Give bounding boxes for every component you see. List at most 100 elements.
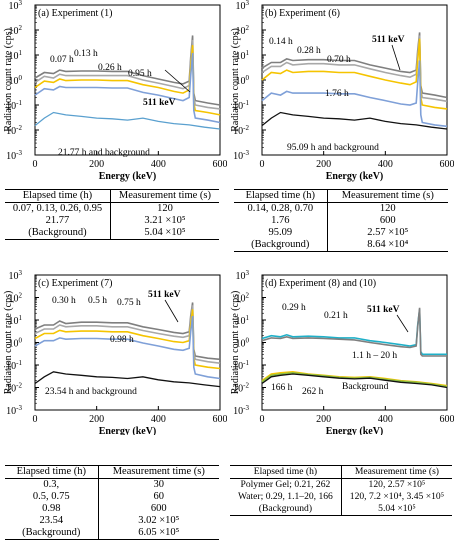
annotation-label: 23.54 h and background [45, 387, 137, 397]
y-tick-label: 103 [236, 0, 250, 12]
annotation-label: 0.98 h [110, 335, 134, 345]
peak-label: 511 keV [143, 98, 176, 108]
peak-label: 511 keV [367, 305, 400, 315]
y-axis-label: Radiation count rate (cps) [3, 291, 14, 395]
annotation-label: 0.75 h [117, 298, 141, 308]
y-tick-label: 10-3 [233, 149, 249, 162]
table-experiment-6: Elapsed time (h) Measurement time (s) 0.1… [234, 189, 448, 252]
annotation-label: 1.76 h [325, 89, 349, 99]
table-row: 1.76 600 [234, 215, 448, 227]
table-experiment-7: Elapsed time (h) Measurement time (s) 0.3… [5, 465, 219, 540]
table-header: Elapsed time (h) [234, 189, 328, 203]
panel-title: (d) Experiment (8) and (10) [265, 278, 376, 289]
leader-line [391, 44, 401, 71]
table-row: (Background) 5.04 ×10⁵ [230, 503, 452, 516]
table-header: Measurement time (s) [98, 465, 219, 479]
series-line [34, 52, 221, 124]
annotation-label: 0.26 h [98, 63, 122, 73]
x-tick-label: 0 [33, 414, 38, 425]
table-row: Water; 0.29, 1.1–20, 166 120, 7.2 ×10⁴, 3… [230, 491, 452, 503]
table-header: Measurement time (s) [110, 189, 219, 203]
series-line [34, 371, 221, 388]
x-axis-label: Energy (keV) [326, 426, 384, 435]
series-line [261, 60, 448, 128]
table-row: 0.3, 30 [5, 478, 219, 491]
x-tick-label: 200 [89, 159, 104, 170]
annotation-label: 0.30 h [52, 296, 76, 306]
x-tick-label: 0 [260, 414, 265, 425]
peak-label: 511 keV [372, 35, 405, 45]
table-row: (Background) 6.05 ×10⁵ [5, 527, 219, 540]
annotation-label: 0.95 h [128, 69, 152, 79]
table-row: (Background) 5.04 ×10⁵ [5, 227, 219, 240]
y-tick-label: 10-3 [233, 404, 249, 417]
x-tick-label: 200 [316, 414, 331, 425]
table-experiment-1: Elapsed time (h) Measurement time (s) 0.0… [5, 189, 219, 240]
annotation-label: 0.5 h [88, 296, 107, 306]
leader-line [164, 69, 191, 93]
y-axis-label: Radiation count rate (cps) [230, 28, 241, 132]
table-row: 0.14, 0.28, 0.70 120 [234, 202, 448, 215]
table-row: 21.77 3.21 ×10⁵ [5, 215, 219, 227]
annotation-label: 95.09 h and background [287, 143, 379, 153]
y-tick-label: 103 [9, 0, 23, 12]
y-tick-label: 10-3 [6, 404, 22, 417]
leader-line [396, 314, 409, 333]
annotation-label: 21.77 h and background [58, 148, 150, 158]
x-tick-label: 0 [260, 159, 265, 170]
y-tick-label: 103 [236, 270, 250, 282]
table-header: Elapsed time (h) [5, 465, 99, 479]
table-row: 0.98 600 [5, 503, 219, 515]
series-line [261, 373, 448, 389]
x-tick-label: 400 [151, 159, 166, 170]
annotation-label: 0.14 h [269, 37, 293, 47]
x-tick-label: 600 [440, 159, 454, 170]
annotation-label: 166 h [271, 383, 293, 393]
table-row: 0.07, 0.13, 0.26, 0.95 120 [5, 202, 219, 215]
series-line [261, 111, 448, 130]
x-tick-label: 600 [213, 414, 228, 425]
x-tick-label: 600 [213, 159, 228, 170]
annotation-label: 0.28 h [297, 46, 321, 56]
x-tick-label: 200 [89, 414, 104, 425]
x-axis-label: Energy (keV) [326, 171, 384, 182]
annotation-label: 262 h [302, 387, 324, 397]
series-line [261, 371, 448, 388]
table-header: Elapsed time (h) [5, 189, 111, 203]
table-row: 23.54 3.02 ×10⁵ [5, 515, 219, 527]
x-tick-label: 400 [151, 414, 166, 425]
panel-title: (b) Experiment (6) [265, 8, 340, 19]
table-row: Polymer Gel; 0.21, 262 120, 2.57 ×10⁵ [230, 478, 452, 491]
table-row: 0.5, 0.75 60 [5, 491, 219, 503]
x-tick-label: 0 [33, 159, 38, 170]
x-tick-label: 400 [378, 159, 393, 170]
series-line [34, 315, 221, 380]
table-row: (Background) 8.64 ×10⁴ [234, 239, 448, 252]
leader-line [164, 299, 179, 323]
panel-title: (a) Experiment (1) [38, 8, 112, 19]
annotation-label: 0.07 h [50, 55, 74, 65]
annotation-label: 0.21 h [324, 311, 348, 321]
x-axis-label: Energy (keV) [99, 171, 157, 182]
annotation-label: 0.13 h [74, 49, 98, 59]
y-axis-label: Radiation count rate (cps) [230, 291, 241, 395]
annotation-label: 1.1 h – 20 h [352, 351, 397, 361]
x-tick-label: 200 [316, 159, 331, 170]
annotation-label: Background [342, 382, 389, 392]
x-tick-label: 400 [378, 414, 393, 425]
annotation-label: 0.70 h [327, 55, 351, 65]
table-header: Measurement time (s) [327, 189, 448, 203]
table-header: Measurement time (s) [341, 465, 452, 479]
annotation-label: 0.29 h [282, 303, 306, 313]
series-line [34, 111, 221, 130]
y-tick-label: 10-3 [6, 149, 22, 162]
y-axis-label: Radiation count rate (cps) [3, 28, 14, 132]
table-row: 95.09 2.57 ×10⁵ [234, 227, 448, 239]
series-line [261, 307, 447, 357]
peak-label: 511 keV [148, 290, 181, 300]
table-header: Elapsed time (h) [230, 465, 342, 479]
